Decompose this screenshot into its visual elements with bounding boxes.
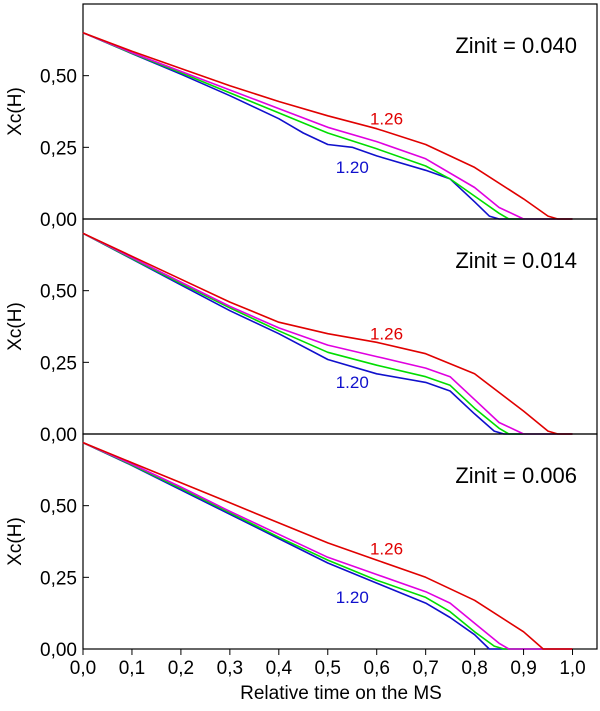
x-tick-label: 0,8 [461,658,487,679]
panel-title: Zinit = 0.014 [455,248,577,273]
y-tick-label: 0,25 [40,353,77,374]
series-line-red [82,31,573,220]
x-tick-label: 0,2 [168,658,194,679]
panel-2: 0,00 0,25 0,50 Xc(H) Zinit = 0.014 1.26 1.20 [5,218,598,446]
panel-1: 0,00 0,25 0,50 Xc(H) Zinit = 0.040 1.26 1.20 [5,3,598,231]
y-tick-label: 0,50 [40,67,77,88]
x-tick-label: 0,0 [70,658,96,679]
x-axis-label: Relative time on the MS [240,683,442,704]
series-label-blue: 1.20 [336,158,369,177]
panel-title: Zinit = 0.006 [455,463,577,488]
series-line-magenta [82,232,573,435]
x-tick-label: 0,4 [266,658,293,679]
series-line-green [82,441,573,650]
y-tick-label: 0,25 [40,568,77,589]
x-tick-label: 0,6 [364,658,390,679]
series-line-green [82,31,573,220]
y-axis-label: Xc(H) [5,87,26,136]
panel-title: Zinit = 0.040 [455,33,577,58]
series-line-magenta [82,441,573,650]
y-tick-label: 0,50 [40,282,77,303]
series-label-red: 1.26 [370,324,403,343]
series-line-red [82,232,573,435]
y-axis-label: Xc(H) [5,302,26,351]
series-label-red: 1.26 [370,109,403,128]
x-tick-label: 0,7 [412,658,438,679]
series-line-blue [82,31,573,220]
series-line-blue [82,441,573,650]
y-tick-label: 0,50 [40,497,77,518]
x-tick-label: 0,5 [315,658,341,679]
series-label-blue: 1.20 [336,588,369,607]
y-tick-label: 0,00 [40,640,77,661]
x-tick-label: 0,1 [119,658,145,679]
x-tick-label: 0,9 [510,658,536,679]
y-axis-label: Xc(H) [5,517,26,566]
y-tick-label: 0,00 [40,425,77,446]
series-label-blue: 1.20 [336,373,369,392]
x-tick-label: 0,3 [217,658,243,679]
panel-3: 0,00 0,25 0,50 Xc(H) Zinit = 0.006 1.26 1.20 [5,433,598,661]
y-tick-label: 0,25 [40,138,77,159]
series-line-red [82,441,573,650]
series-line-magenta [82,31,573,220]
x-tick-label: 1,0 [559,658,585,679]
y-tick-label: 0,00 [40,210,77,231]
series-line-blue [82,232,573,435]
series-label-red: 1.26 [370,539,403,558]
series-line-green [82,232,573,435]
panel-frame [82,433,598,650]
